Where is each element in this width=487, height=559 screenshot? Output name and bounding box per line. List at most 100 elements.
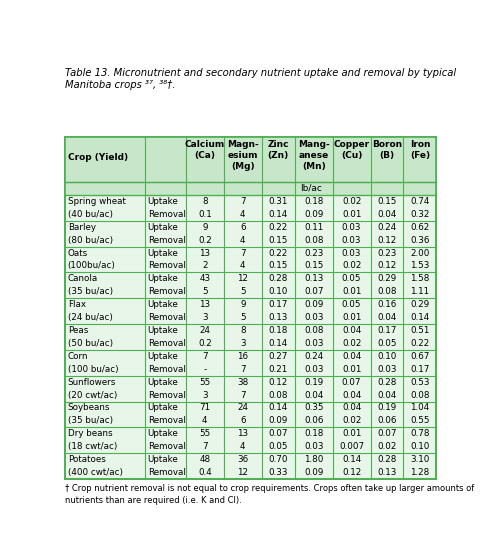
Text: 8: 8 bbox=[240, 326, 245, 335]
Text: 0.29: 0.29 bbox=[411, 300, 430, 309]
Text: 0.17: 0.17 bbox=[410, 364, 430, 374]
Text: 2: 2 bbox=[202, 262, 207, 271]
Text: 0.07: 0.07 bbox=[342, 378, 361, 387]
Text: 0.01: 0.01 bbox=[342, 210, 361, 219]
Text: 4: 4 bbox=[240, 442, 245, 451]
Text: 9: 9 bbox=[240, 300, 245, 309]
Text: 5: 5 bbox=[240, 287, 245, 296]
Text: 0.22: 0.22 bbox=[268, 222, 288, 231]
Text: 0.02: 0.02 bbox=[342, 197, 361, 206]
Text: 0.12: 0.12 bbox=[377, 235, 396, 245]
Text: 0.2: 0.2 bbox=[198, 235, 212, 245]
Text: 0.11: 0.11 bbox=[304, 222, 323, 231]
Text: 3: 3 bbox=[240, 339, 245, 348]
Text: 0.35: 0.35 bbox=[304, 404, 323, 413]
Text: 55: 55 bbox=[199, 378, 210, 387]
Text: Soybeans: Soybeans bbox=[68, 404, 110, 413]
Text: 0.28: 0.28 bbox=[377, 455, 397, 464]
Text: 0.17: 0.17 bbox=[377, 326, 397, 335]
Text: 1.11: 1.11 bbox=[411, 287, 430, 296]
Text: 0.03: 0.03 bbox=[304, 442, 323, 451]
Text: 0.15: 0.15 bbox=[304, 262, 323, 271]
Text: 7: 7 bbox=[202, 442, 207, 451]
Text: 1.80: 1.80 bbox=[304, 455, 323, 464]
Text: Barley: Barley bbox=[68, 222, 95, 231]
Text: 0.04: 0.04 bbox=[342, 326, 361, 335]
Text: 7: 7 bbox=[240, 249, 245, 258]
Text: 0.55: 0.55 bbox=[410, 416, 430, 425]
Text: 0.10: 0.10 bbox=[268, 287, 288, 296]
Text: 8: 8 bbox=[202, 197, 207, 206]
Text: 0.06: 0.06 bbox=[377, 416, 397, 425]
Text: (40 bu/ac): (40 bu/ac) bbox=[68, 210, 112, 219]
Text: 0.4: 0.4 bbox=[198, 468, 212, 477]
Text: 0.18: 0.18 bbox=[268, 326, 288, 335]
Text: 0.2: 0.2 bbox=[198, 339, 212, 348]
Text: -: - bbox=[203, 364, 206, 374]
Text: 43: 43 bbox=[199, 274, 210, 283]
Text: lb/ac: lb/ac bbox=[300, 184, 322, 193]
Text: Uptake: Uptake bbox=[148, 429, 178, 438]
Text: Mang-
anese
(Mn): Mang- anese (Mn) bbox=[298, 140, 330, 172]
Text: 0.78: 0.78 bbox=[410, 429, 430, 438]
Text: 0.32: 0.32 bbox=[410, 210, 430, 219]
Text: 0.13: 0.13 bbox=[304, 274, 323, 283]
Text: Spring wheat: Spring wheat bbox=[68, 197, 126, 206]
Text: 9: 9 bbox=[202, 222, 207, 231]
Text: 0.13: 0.13 bbox=[377, 468, 397, 477]
Text: 0.007: 0.007 bbox=[339, 442, 364, 451]
Text: Oats: Oats bbox=[68, 249, 88, 258]
Text: (400 cwt/ac): (400 cwt/ac) bbox=[68, 468, 123, 477]
Text: Removal: Removal bbox=[148, 391, 186, 400]
Text: Flax: Flax bbox=[68, 300, 86, 309]
Text: 0.03: 0.03 bbox=[342, 249, 361, 258]
Text: 7: 7 bbox=[202, 352, 207, 361]
Text: 0.28: 0.28 bbox=[268, 274, 288, 283]
Text: 3: 3 bbox=[202, 391, 207, 400]
Text: 0.07: 0.07 bbox=[377, 429, 397, 438]
Text: 0.07: 0.07 bbox=[304, 287, 323, 296]
Text: 38: 38 bbox=[237, 378, 248, 387]
Text: 0.02: 0.02 bbox=[342, 339, 361, 348]
Text: 0.01: 0.01 bbox=[342, 429, 361, 438]
Text: 71: 71 bbox=[199, 404, 210, 413]
Text: 0.04: 0.04 bbox=[377, 391, 397, 400]
Text: 4: 4 bbox=[240, 235, 245, 245]
Text: Magn-
esium
(Mg): Magn- esium (Mg) bbox=[227, 140, 259, 172]
Text: 0.16: 0.16 bbox=[377, 300, 396, 309]
Text: 0.06: 0.06 bbox=[304, 416, 323, 425]
Text: 0.09: 0.09 bbox=[304, 468, 323, 477]
Text: Dry beans: Dry beans bbox=[68, 429, 112, 438]
Text: 0.09: 0.09 bbox=[304, 300, 323, 309]
Text: 0.12: 0.12 bbox=[377, 262, 396, 271]
Text: (35 bu/ac): (35 bu/ac) bbox=[68, 287, 113, 296]
Text: Removal: Removal bbox=[148, 442, 186, 451]
Text: 0.22: 0.22 bbox=[411, 339, 430, 348]
Text: Uptake: Uptake bbox=[148, 378, 178, 387]
Text: Removal: Removal bbox=[148, 416, 186, 425]
Text: 0.15: 0.15 bbox=[377, 197, 397, 206]
Text: 0.08: 0.08 bbox=[304, 235, 323, 245]
Text: Manitoba crops ³⁷, ³⁸†.: Manitoba crops ³⁷, ³⁸†. bbox=[65, 80, 175, 90]
Text: 0.1: 0.1 bbox=[198, 210, 212, 219]
Text: 0.02: 0.02 bbox=[342, 416, 361, 425]
Text: Removal: Removal bbox=[148, 287, 186, 296]
Text: 7: 7 bbox=[240, 391, 245, 400]
Text: 0.70: 0.70 bbox=[268, 455, 288, 464]
Text: (100 bu/ac): (100 bu/ac) bbox=[68, 364, 118, 374]
Text: 0.21: 0.21 bbox=[268, 364, 288, 374]
Text: 0.03: 0.03 bbox=[377, 364, 397, 374]
Text: 1.53: 1.53 bbox=[410, 262, 430, 271]
Text: Corn: Corn bbox=[68, 352, 88, 361]
Text: 0.07: 0.07 bbox=[268, 429, 288, 438]
Text: 0.23: 0.23 bbox=[377, 249, 397, 258]
Text: 13: 13 bbox=[237, 429, 248, 438]
Bar bbox=[65, 182, 436, 195]
Text: Removal: Removal bbox=[148, 262, 186, 271]
Text: 0.08: 0.08 bbox=[268, 391, 288, 400]
Text: 0.24: 0.24 bbox=[304, 352, 323, 361]
Text: Table 13. Micronutrient and secondary nutrient uptake and removal by typical: Table 13. Micronutrient and secondary nu… bbox=[65, 68, 456, 78]
Text: 0.14: 0.14 bbox=[342, 455, 361, 464]
Text: 0.67: 0.67 bbox=[410, 352, 430, 361]
Text: 0.17: 0.17 bbox=[268, 300, 288, 309]
